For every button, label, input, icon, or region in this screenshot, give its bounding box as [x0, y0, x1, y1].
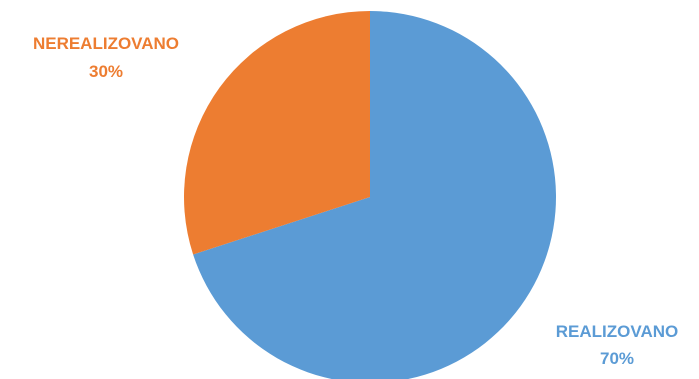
slice-value-realizovano: 70%	[600, 349, 634, 368]
pie-slices	[183, 11, 556, 379]
slice-label-realizovano: REALIZOVANO	[556, 322, 678, 341]
slice-label-nerealizovano: NEREALIZOVANO	[33, 34, 179, 53]
pie-slice-nerealizovano	[183, 11, 370, 255]
pie-slice-realizovano	[193, 11, 556, 379]
slice-value-nerealizovano: 30%	[89, 62, 123, 81]
